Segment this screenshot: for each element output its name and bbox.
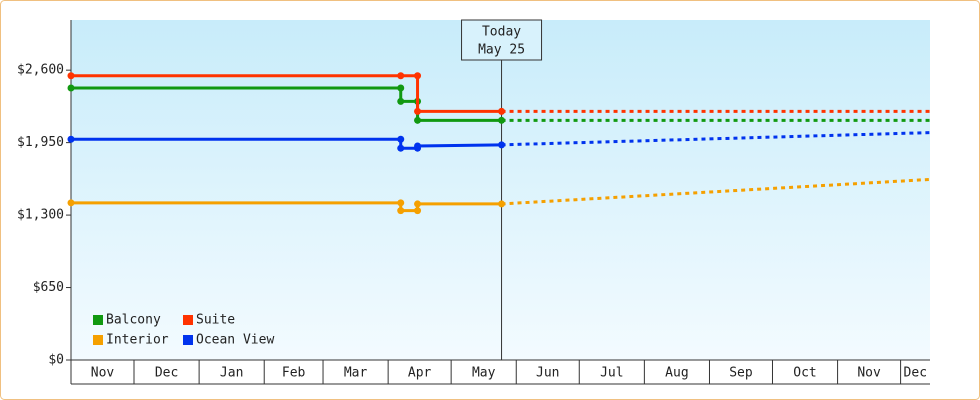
x-tick-label: Sep	[729, 366, 753, 381]
point	[498, 116, 506, 124]
today-label: May 25	[478, 43, 525, 58]
x-tick-label: Oct	[793, 366, 816, 381]
legend-label: Ocean View	[196, 333, 274, 348]
point	[67, 199, 75, 207]
x-tick-label: Nov	[91, 366, 115, 381]
y-tick-label: $0	[48, 353, 64, 368]
point	[414, 116, 422, 124]
point	[414, 142, 422, 150]
point	[414, 107, 422, 115]
point	[414, 207, 422, 215]
y-tick-label: $2,600	[17, 63, 64, 78]
point	[397, 207, 405, 215]
point	[67, 72, 75, 80]
x-tick-label: Jul	[600, 366, 623, 381]
legend-label: Balcony	[106, 313, 161, 328]
y-tick-label: $1,950	[17, 135, 64, 150]
x-tick-label: Dec	[904, 366, 927, 381]
series-line	[71, 201, 502, 213]
today-box	[461, 19, 543, 61]
point	[397, 84, 405, 92]
legend-swatch	[93, 315, 103, 325]
point	[397, 144, 405, 152]
y-tick-label: $650	[33, 280, 64, 295]
x-tick-label: Dec	[155, 366, 178, 381]
point	[498, 141, 506, 149]
point	[397, 72, 405, 80]
x-tick-label: Feb	[282, 366, 306, 381]
legend-label: Interior	[106, 333, 169, 348]
x-tick-label: Mar	[344, 366, 368, 381]
point	[397, 97, 405, 105]
x-tick-label: Apr	[408, 366, 432, 381]
y-tick-label: $1,300	[17, 208, 64, 223]
series-line	[71, 86, 502, 122]
point	[67, 84, 75, 92]
legend-swatch	[183, 315, 193, 325]
point	[414, 200, 422, 208]
point	[67, 135, 75, 143]
plot-area	[71, 20, 930, 360]
legend-swatch	[183, 335, 193, 345]
x-tick-label: Jan	[220, 366, 243, 381]
point	[397, 199, 405, 207]
x-tick-label: Jun	[536, 366, 559, 381]
point	[498, 107, 506, 115]
x-tick-label: May	[472, 366, 496, 381]
legend-label: Suite	[196, 313, 235, 328]
point	[498, 200, 506, 208]
x-tick-label: Nov	[857, 366, 881, 381]
x-tick-label: Aug	[665, 366, 688, 381]
series-line	[71, 137, 502, 150]
point	[414, 72, 422, 80]
point	[397, 135, 405, 143]
today-label: Today	[482, 25, 521, 40]
legend-swatch	[93, 335, 103, 345]
